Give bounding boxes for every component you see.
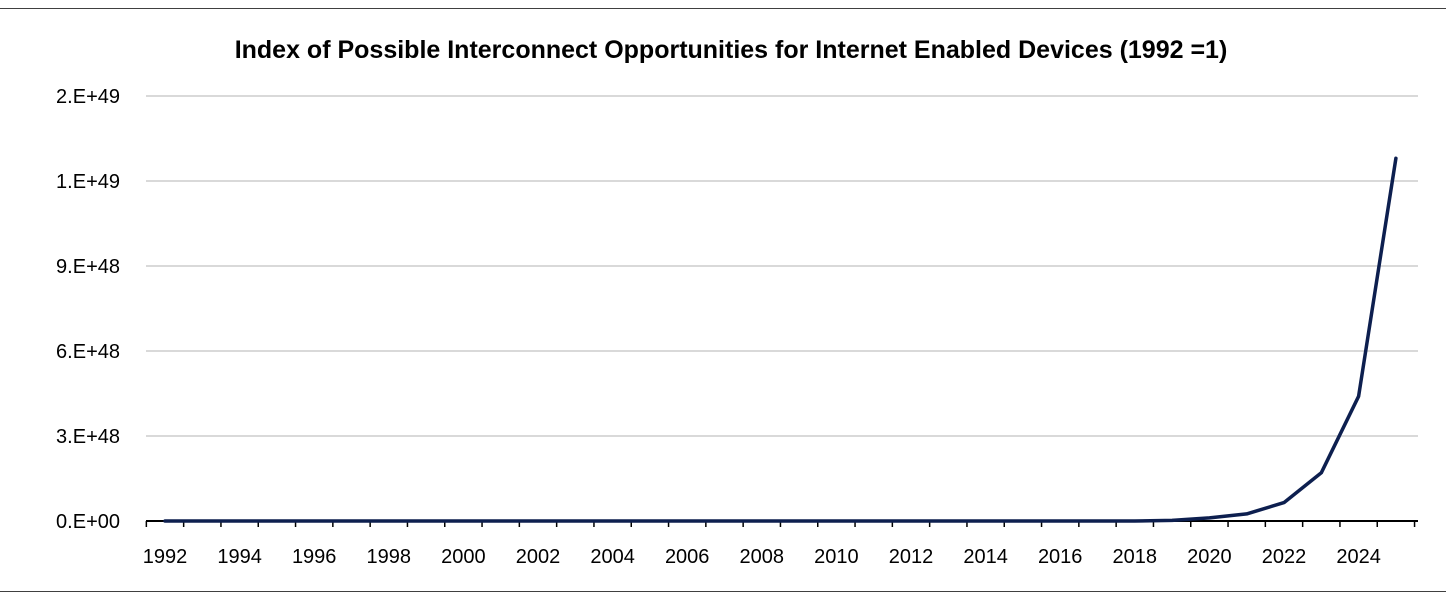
x-tick-label: 2004 — [590, 546, 635, 568]
x-tick-label: 2016 — [1038, 546, 1083, 568]
x-tick-label: 2008 — [740, 546, 785, 568]
x-axis-tick-labels: 1992 1994 1996 1998 2000 2002 2004 2006 2008 2010… — [143, 546, 1381, 568]
y-tick-label: 6.E+48 — [56, 341, 120, 363]
series-line — [163, 156, 1398, 523]
bottom-border — [0, 591, 1446, 592]
x-tick-label: 2012 — [889, 546, 934, 568]
x-tick-label: 2000 — [441, 546, 486, 568]
x-tick-label: 2022 — [1262, 546, 1307, 568]
y-axis-tick-labels: 0.E+00 3.E+48 6.E+48 9.E+48 1.E+49 2.E+49 — [56, 86, 120, 533]
x-tick-label: 1998 — [367, 546, 412, 568]
x-tick-label: 1992 — [143, 546, 188, 568]
series-layer — [163, 156, 1398, 523]
y-tick-label: 1.E+49 — [56, 171, 120, 193]
y-tick-label: 0.E+00 — [56, 511, 120, 533]
x-tick-label: 1996 — [292, 546, 337, 568]
x-tick-label: 2014 — [963, 546, 1008, 568]
y-tick-label: 9.E+48 — [56, 256, 120, 278]
gridlines — [146, 95, 1418, 437]
x-tick-label: 2024 — [1336, 546, 1381, 568]
y-tick-label: 2.E+49 — [56, 86, 120, 108]
chart-title: Index of Possible Interconnect Opportuni… — [235, 36, 1228, 64]
x-tick-label: 2020 — [1187, 546, 1232, 568]
x-tick-label: 1994 — [217, 546, 262, 568]
x-tick-label: 2002 — [516, 546, 561, 568]
x-tick-label: 2018 — [1113, 546, 1158, 568]
y-tick-label: 3.E+48 — [56, 426, 120, 448]
x-tick-label: 2006 — [665, 546, 710, 568]
x-tick-label: 2010 — [814, 546, 859, 568]
top-border — [0, 8, 1446, 9]
